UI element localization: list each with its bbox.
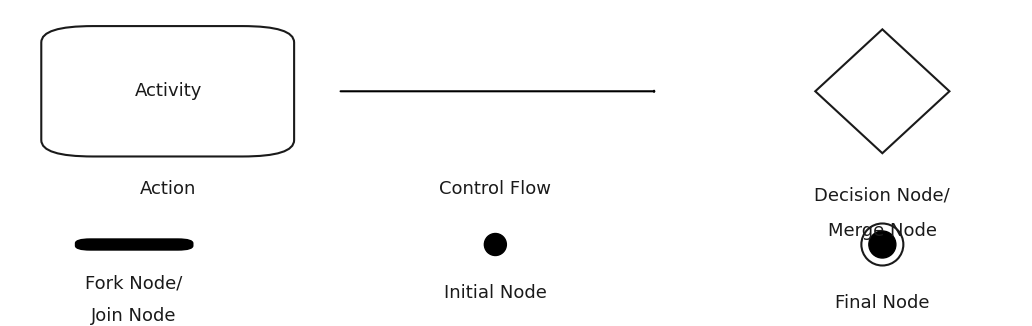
Polygon shape (815, 29, 949, 153)
Text: Control Flow: Control Flow (440, 180, 551, 198)
Text: Fork Node/: Fork Node/ (86, 274, 183, 293)
Ellipse shape (484, 233, 507, 256)
Text: Merge Node: Merge Node (828, 222, 937, 241)
FancyBboxPatch shape (75, 238, 194, 251)
Text: Initial Node: Initial Node (444, 284, 547, 303)
FancyBboxPatch shape (41, 26, 294, 156)
Text: Join Node: Join Node (92, 307, 176, 325)
Ellipse shape (869, 231, 896, 258)
Text: Activity: Activity (134, 82, 202, 100)
Text: Action: Action (140, 180, 196, 198)
Text: Final Node: Final Node (835, 294, 930, 312)
Ellipse shape (862, 224, 903, 265)
Text: Decision Node/: Decision Node/ (814, 186, 950, 205)
